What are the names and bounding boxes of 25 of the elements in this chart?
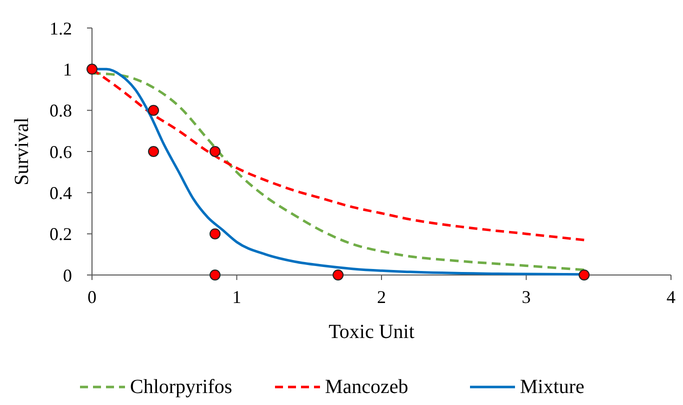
y-tick-label: 0.6	[50, 142, 72, 162]
y-axis-title: Survival	[11, 117, 33, 186]
x-tick-label: 1	[232, 287, 242, 307]
y-tick-label: 0	[63, 265, 72, 286]
y-tick-label: 1.2	[50, 18, 72, 38]
point	[332, 270, 344, 280]
x-tick-label: 3	[522, 287, 531, 307]
y-tick-label: 0.4	[50, 182, 72, 203]
x-tick-label: 0	[88, 287, 96, 307]
legend-label: Chlorpyrifos	[130, 376, 232, 398]
x-axis-title: Toxic Unit	[328, 321, 415, 343]
legend-label: Mancozeb	[325, 376, 408, 398]
x-tick-label: 2	[377, 287, 386, 307]
point	[578, 270, 590, 280]
point	[210, 228, 221, 240]
point	[210, 270, 221, 280]
legend-label: Mixture	[520, 376, 585, 398]
x-tick-label: 4	[666, 287, 676, 307]
point	[148, 104, 160, 116]
y-tick-label: 1	[63, 59, 72, 80]
y-tick-label: 0.8	[50, 100, 72, 121]
point	[86, 64, 98, 75]
point	[210, 146, 221, 157]
point	[148, 146, 160, 157]
y-tick-label: 0.2	[50, 224, 72, 244]
